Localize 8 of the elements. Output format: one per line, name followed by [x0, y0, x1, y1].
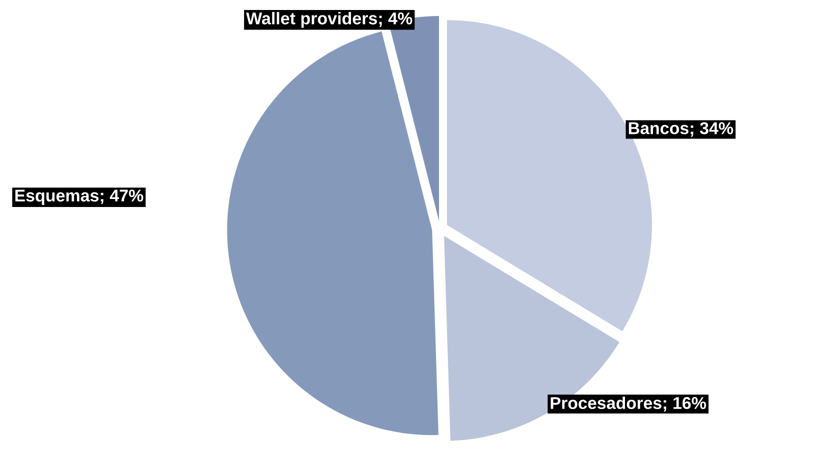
slice-label: Esquemas: [15, 190, 99, 205]
slice-label: Procesadores: [550, 396, 662, 410]
data-label: ; 34%: [690, 122, 734, 137]
data-label: ; 47%: [100, 190, 144, 204]
slice-label: Bancos: [628, 122, 688, 134]
data-label: ; 16%: [664, 397, 706, 412]
data-label: ; 4%: [379, 12, 412, 27]
slice-label: Wallet providers: [246, 12, 377, 28]
